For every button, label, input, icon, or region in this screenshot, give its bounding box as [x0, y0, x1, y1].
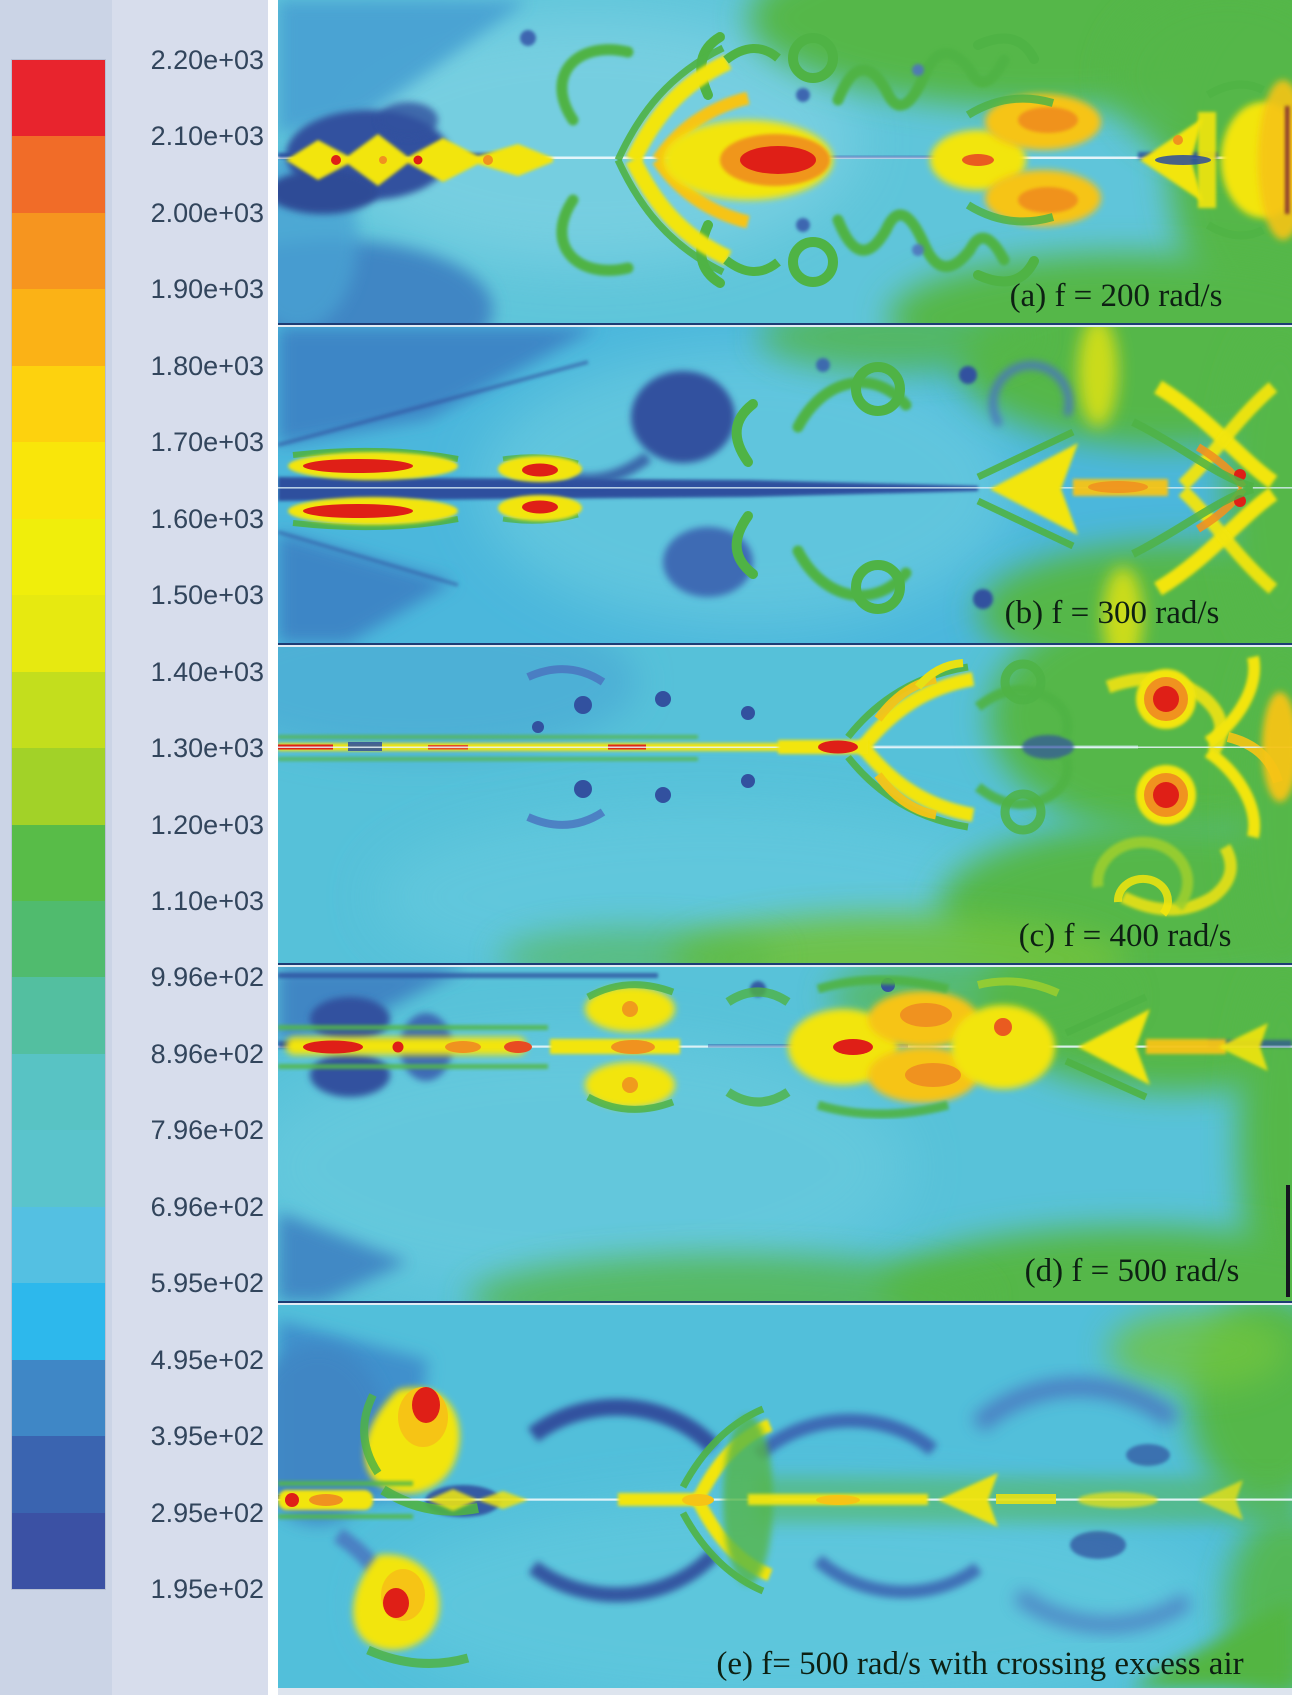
colorbar-band: [12, 60, 105, 136]
colorbar-band: [12, 1207, 105, 1283]
colorbar-tick-label: 5.95e+02: [118, 1268, 264, 1298]
colorbar-tick-label: 9.96e+02: [118, 962, 264, 992]
colorbar-tick-label: 2.00e+03: [118, 198, 264, 228]
colorbar-band: [12, 136, 105, 212]
panel-label-d: (d) f = 500 rad/s: [1025, 1253, 1240, 1289]
colorbar-band: [12, 672, 105, 748]
colorbar-tick-label: 1.40e+03: [118, 657, 264, 687]
contour-panel-a: (a) f = 200 rad/s: [278, 0, 1292, 323]
colorbar-band: [12, 901, 105, 977]
panel-label-a: (a) f = 200 rad/s: [1010, 278, 1223, 314]
colorbar-tick-label: 1.80e+03: [118, 351, 264, 381]
contour-panel-b: (b) f = 300 rad/s: [278, 327, 1292, 643]
colorbar-band: [12, 1283, 105, 1359]
colorbar-tick-label: 2.95e+02: [118, 1498, 264, 1528]
colorbar-band: [12, 213, 105, 289]
colorbar-tick-label: 1.60e+03: [118, 504, 264, 534]
colorbar-tick-label: 2.10e+03: [118, 121, 264, 151]
colorbar-tick-label: 1.50e+03: [118, 580, 264, 610]
colorbar-tick-label: 7.96e+02: [118, 1115, 264, 1145]
colorbar-band: [12, 1436, 105, 1512]
colorbar-tick-label: 2.20e+03: [118, 45, 264, 75]
colorbar-band: [12, 1054, 105, 1130]
panel-label-b: (b) f = 300 rad/s: [1005, 595, 1220, 631]
colorbar-tick-label: 6.96e+02: [118, 1192, 264, 1222]
colorbar-band: [12, 1130, 105, 1206]
edge-artifact: [1285, 106, 1290, 214]
colorbar-tick-label: 1.90e+03: [118, 274, 264, 304]
colorbar-tick-label: 1.70e+03: [118, 427, 264, 457]
colorbar-band: [12, 1513, 105, 1589]
colorbar-band: [12, 748, 105, 824]
colorbar-band: [12, 1360, 105, 1436]
colorbar-tick-label: 4.95e+02: [118, 1345, 264, 1375]
colorbar-band: [12, 595, 105, 671]
contour-panel-c: (c) f = 400 rad/s: [278, 647, 1292, 963]
colorbar-band: [12, 519, 105, 595]
colorbar-tick-label: 3.95e+02: [118, 1421, 264, 1451]
contour-panels: (a) f = 200 rad/s: [278, 0, 1292, 1695]
edge-artifact: [1286, 1185, 1290, 1297]
colorbar-tick-label: 1.10e+03: [118, 886, 264, 916]
contour-panel-e: (e) f= 500 rad/s with crossing excess ai…: [278, 1305, 1292, 1688]
colorbar-legend: 2.20e+03 2.10e+03 2.00e+03 1.90e+03 1.80e+03…: [0, 0, 268, 1695]
colorbar-tick-label: 1.20e+03: [118, 810, 264, 840]
contour-panel-d: (d) f = 500 rad/s: [278, 967, 1292, 1301]
colorbar-band: [12, 825, 105, 901]
colorbar: [12, 60, 105, 1589]
panel-label-c: (c) f = 400 rad/s: [1019, 918, 1232, 954]
colorbar-tick-label: 8.96e+02: [118, 1039, 264, 1069]
colorbar-band: [12, 289, 105, 365]
colorbar-tick-label: 1.95e+02: [118, 1574, 264, 1604]
bottom-margin-strip: [278, 1688, 1292, 1695]
colorbar-tick-label: 1.30e+03: [118, 733, 264, 763]
colorbar-band: [12, 977, 105, 1053]
panel-label-e: (e) f= 500 rad/s with crossing excess ai…: [716, 1646, 1243, 1682]
colorbar-band: [12, 366, 105, 442]
figure: 2.20e+03 2.10e+03 2.00e+03 1.90e+03 1.80e+03…: [0, 0, 1300, 1695]
colorbar-band: [12, 442, 105, 518]
